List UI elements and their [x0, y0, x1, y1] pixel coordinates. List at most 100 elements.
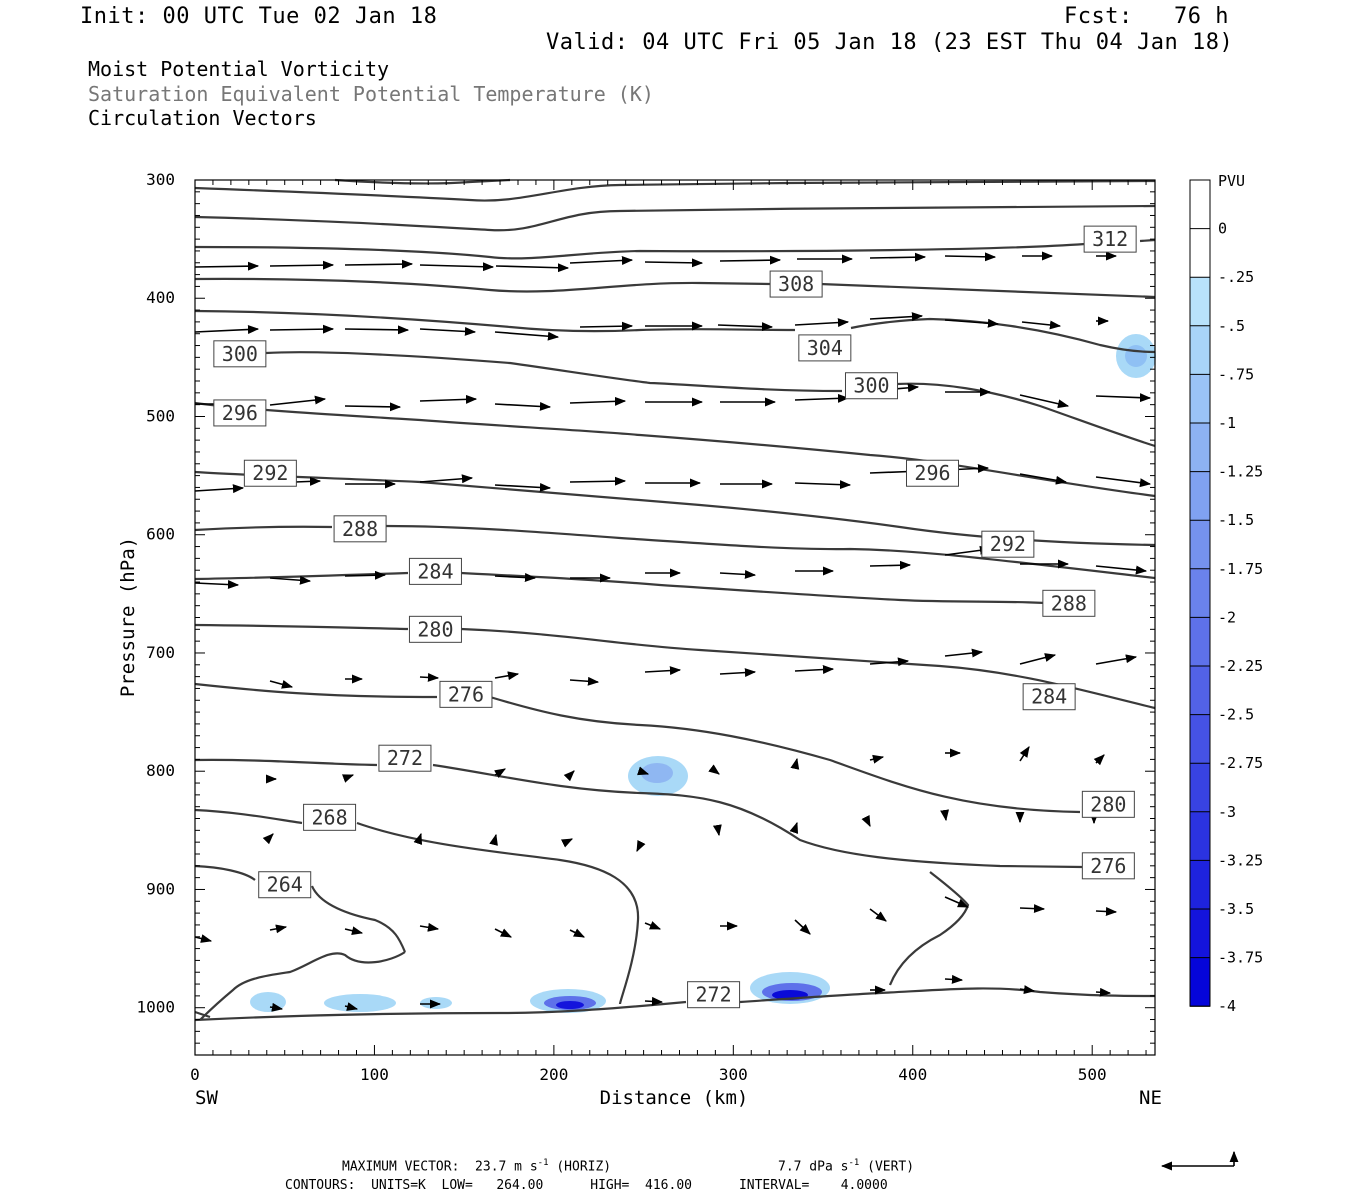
contour-label-box: [844, 372, 898, 400]
minor-ticks: [195, 180, 1155, 1055]
x-tick-label: 200: [539, 1065, 568, 1084]
x-axis: 0 100 200 300 400 500: [190, 180, 1107, 1084]
y-tick-label: 700: [146, 643, 175, 662]
pv-shading: [250, 334, 1156, 1013]
colorbar-swatch: [1190, 666, 1210, 715]
colorbar-swatch: [1190, 374, 1210, 423]
contour-label-box: [1081, 790, 1135, 818]
contour-label: 284: [417, 559, 453, 583]
contour-label: 288: [342, 517, 378, 541]
contour-label-box: [213, 399, 267, 427]
colorbar-tick-label: -3.75: [1218, 949, 1263, 967]
valid-time: Valid: 04 UTC Fri 05 Jan 18 (23 EST Thu …: [546, 30, 1234, 55]
y-tick-label: 800: [146, 761, 175, 780]
max-vector-note: MAXIMUM VECTOR: 23.7 m s-1 (HORIZ): [342, 1158, 611, 1174]
y-tick-label: 300: [146, 170, 175, 189]
colorbar-swatch: [1190, 860, 1210, 909]
vert-tag: (VERT): [867, 1159, 915, 1175]
colorbar-tick-label: -3.5: [1218, 900, 1254, 918]
contour-label: 304: [807, 336, 843, 360]
horiz-tag: (HORIZ): [556, 1159, 612, 1175]
contour-label: 272: [696, 983, 732, 1007]
colorbar-swatch: [1190, 909, 1210, 958]
contour-label: 296: [914, 461, 950, 485]
contour-label: 280: [1090, 792, 1126, 816]
colorbar-swatch: [1190, 180, 1210, 229]
contour-label: 264: [267, 873, 303, 897]
plot-frame: [194, 179, 1156, 1056]
contour-label-box: [981, 530, 1035, 558]
y-tick-label: 900: [146, 879, 175, 898]
colorbar-tick-label: -3: [1218, 803, 1236, 821]
contour-label-box: [243, 459, 297, 487]
colorbar-tick-label: -4: [1218, 997, 1236, 1015]
x-tick-label: 0: [190, 1065, 200, 1084]
theta-es-contours: [194, 178, 1156, 1022]
contour-label: 292: [252, 461, 288, 485]
reference-vector-icon: [1160, 1150, 1239, 1171]
colorbar-swatch: [1190, 520, 1210, 569]
colorbar-swatch: [1190, 617, 1210, 666]
contour-label: 296: [222, 401, 258, 425]
contour-label-box: [769, 270, 823, 298]
contour-label-box: [213, 340, 267, 368]
colorbar-swatch: [1190, 277, 1210, 326]
colorbar-tick-label: -2.5: [1218, 706, 1254, 724]
contour-label-box: [333, 515, 387, 543]
contour-label: 268: [312, 805, 348, 829]
colorbar-swatch: [1190, 811, 1210, 861]
colorbar-swatch: [1190, 423, 1210, 472]
contour-label-box: [408, 615, 462, 643]
y-tick-label: 400: [146, 288, 175, 307]
contour-label-box: [905, 459, 959, 487]
field-title-pv: Moist Potential Vorticity: [88, 57, 390, 81]
max-vertical-note: 7.7 dPa s-1 (VERT): [778, 1158, 914, 1174]
contour-label: 284: [1031, 685, 1067, 709]
contour-label: 292: [990, 532, 1026, 556]
contour-label: 300: [853, 374, 889, 398]
y-tick-label: 600: [146, 525, 175, 544]
colorbar-tick-label: -1.75: [1218, 560, 1263, 578]
contour-info: CONTOURS: UNITS=K LOW= 264.00 HIGH= 416.…: [285, 1178, 888, 1193]
colorbar-swatch: [1190, 471, 1210, 521]
contour-label: 308: [778, 272, 814, 296]
contour-label: 280: [417, 617, 453, 641]
contour-label-box: [1081, 852, 1135, 880]
colorbar-tick-label: -1.5: [1218, 511, 1254, 529]
field-title-theta-es: Saturation Equivalent Potential Temperat…: [88, 82, 654, 106]
y-tick-label: 1000: [136, 998, 175, 1017]
colorbar-tick-label: -.25: [1218, 268, 1254, 286]
contour-label: 276: [448, 682, 484, 706]
colorbar-tick-label: -2.75: [1218, 754, 1263, 772]
colorbar-tick-label: -.5: [1218, 317, 1245, 335]
colorbar-tick-label: -3.25: [1218, 851, 1263, 869]
max-vector-text: MAXIMUM VECTOR: 23.7 m s: [342, 1159, 538, 1175]
colorbar-tick-label: -1.25: [1218, 463, 1263, 481]
contour-label-box: [798, 334, 852, 362]
vert-value: 7.7 dPa s: [778, 1159, 849, 1175]
field-title-vectors: Circulation Vectors: [88, 106, 317, 130]
colorbar-swatch: [1190, 763, 1210, 812]
horiz-exponent: -1: [537, 1158, 549, 1168]
contour-label: 300: [222, 342, 258, 366]
vert-exponent: -1: [848, 1158, 860, 1168]
pv-colorbar: 0 -.25 -.5 -.75 -1 -1.25 -1.5 -1.75 -2 -2.25 -2.5 -…: [1189, 179, 1263, 1015]
colorbar-swatch: [1190, 325, 1210, 375]
colorbar-tick-label: -2: [1218, 608, 1236, 626]
colorbar-swatch: [1190, 957, 1210, 1007]
y-axis-label: Pressure (hPa): [117, 537, 139, 697]
y-tick-label: 500: [146, 406, 175, 425]
forecast-hour: Fcst: 76 h: [1064, 4, 1229, 29]
y-axis: 300 400 500 600 700 800 900 1000: [136, 170, 1155, 1017]
x-tick-label: 100: [360, 1065, 389, 1084]
contour-label: 312: [1092, 227, 1128, 251]
contour-label-box: [687, 981, 741, 1009]
contour-label-box: [1042, 589, 1096, 617]
init-time: Init: 00 UTC Tue 02 Jan 18: [80, 4, 438, 29]
contour-label-box: [378, 744, 432, 772]
contour-labels: 312 308 304 300 300 296 296 292 292 288 288 284 284 2…: [213, 225, 1137, 1009]
circulation-vectors: [194, 251, 1152, 1012]
colorbar-tick-label: -.75: [1218, 365, 1254, 383]
x-tick-label: 400: [898, 1065, 927, 1084]
